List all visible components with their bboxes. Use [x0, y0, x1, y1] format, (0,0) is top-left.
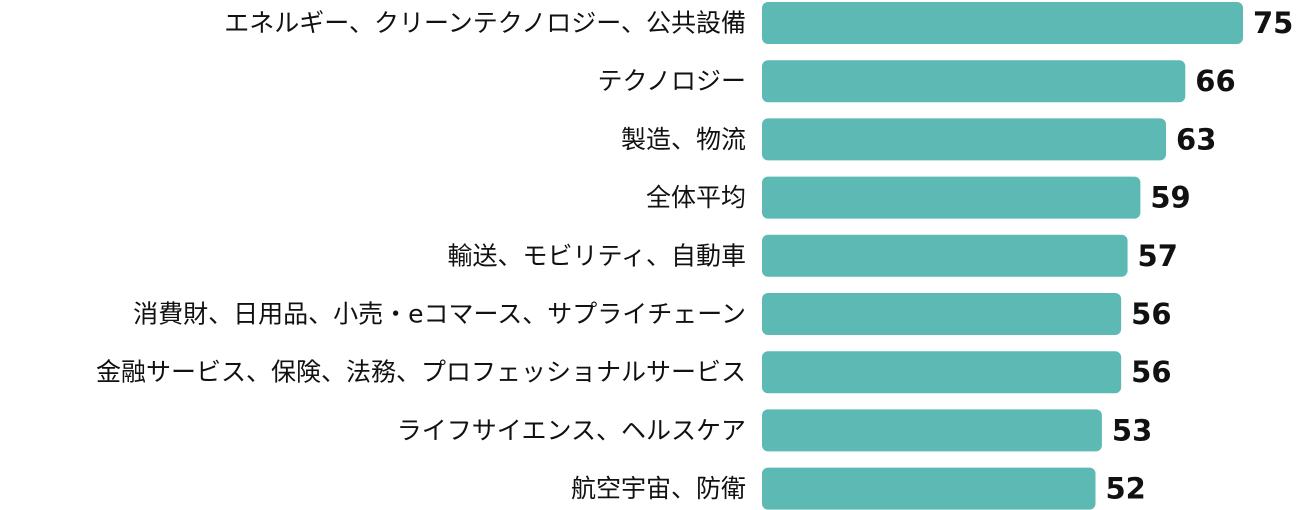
category-label: ライフサイエンス、ヘルスケア [397, 416, 746, 445]
category-label: 輸送、モビリティ、自動車 [447, 241, 746, 270]
value-label: 56 [1131, 297, 1171, 331]
value-label: 66 [1195, 64, 1235, 98]
bar [762, 409, 1102, 452]
category-label: エネルギー、クリーンテクノロジー、公共設備 [224, 9, 746, 38]
value-label: 53 [1112, 413, 1152, 447]
value-label: 57 [1138, 239, 1178, 273]
bar [762, 2, 1243, 44]
category-label: 消費財、日用品、小売・eコマース、サプライチェーン [133, 300, 746, 329]
bar [762, 118, 1167, 161]
bar [762, 293, 1122, 335]
category-label: 製造、物流 [621, 125, 746, 154]
value-label: 59 [1150, 181, 1190, 215]
category-label: テクノロジー [597, 67, 746, 96]
bar [762, 60, 1186, 103]
category-label: 航空宇宙、防衛 [571, 474, 746, 503]
value-label: 75 [1253, 6, 1293, 40]
value-label: 63 [1176, 122, 1216, 156]
category-label: 金融サービス、保険、法務、プロフェッショナルサービス [96, 358, 746, 387]
bar [762, 234, 1128, 277]
category-label: 全体平均 [646, 183, 746, 212]
bar [762, 351, 1122, 394]
bar [762, 176, 1141, 219]
value-label: 56 [1131, 355, 1171, 389]
bars-group: エネルギー、クリーンテクノロジー、公共設備 75 テクノロジー 66 製造、物流 63 全体… [96, 2, 1293, 510]
value-label: 52 [1105, 472, 1145, 506]
bar [762, 467, 1096, 510]
